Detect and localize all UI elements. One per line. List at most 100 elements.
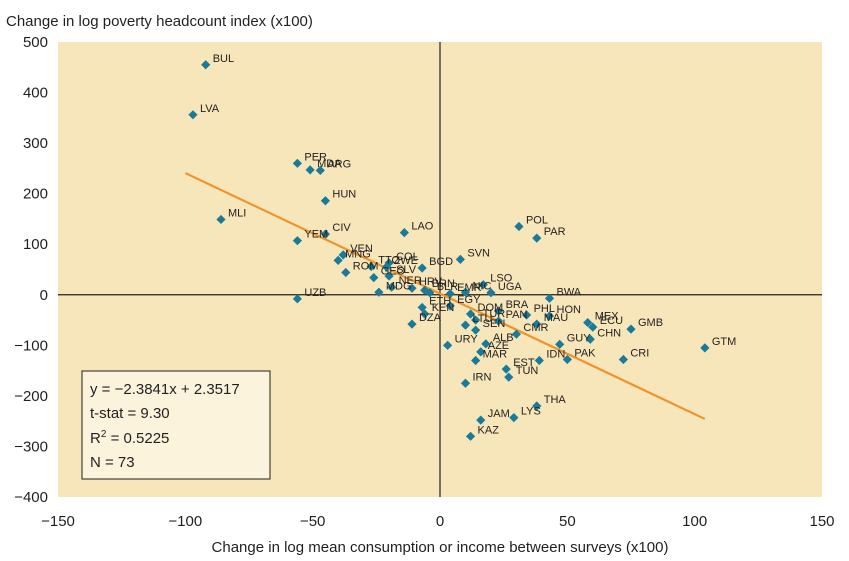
data-point [407,319,417,329]
point-label: BUL [213,53,234,65]
tick-labels-group: −150 −100 −50 0 50 100 150 500 400 300 200 100 0 −100… [14,34,834,530]
data-point [532,319,542,329]
data-point [292,236,302,246]
data-point [534,355,544,366]
data-point [384,271,394,281]
point-label: LYS [521,406,541,418]
point-label: DOM [478,302,504,314]
point-label: MAR [483,349,508,361]
point-label: MLI [228,207,246,219]
data-point [417,263,427,273]
point-label: GMB [638,317,663,329]
data-point [445,301,455,311]
data-point [381,262,392,272]
point-label: VEN [350,243,373,255]
data-point [341,267,351,278]
point-label: DZA [419,312,442,324]
data-point [384,258,394,268]
point-label: HRV [419,276,443,288]
data-point [443,340,453,350]
data-point [471,355,481,366]
point-label: GUY [567,332,592,344]
point-label: ARG [327,158,351,170]
data-point [493,316,504,326]
point-label: MEX [595,311,620,323]
point-label: MDA [317,158,342,170]
point-label: KAZ [478,424,500,436]
point-label: AZE [488,340,509,352]
point-label: CMR [523,322,548,334]
data-point [501,364,511,374]
x-tick-label: −150 [41,513,75,530]
point-label: LSO [490,273,512,285]
r-squared-value: = 0.5225 [106,430,169,447]
point-label: MDG [386,280,412,292]
data-point [292,158,302,168]
point-label: CIV [332,222,351,234]
point-label: SLV [396,264,417,276]
point-label: MNG [345,248,371,260]
data-point [305,165,315,175]
x-tick-label: 100 [682,513,707,530]
point-label: GTM [712,336,736,348]
point-label: LAO [411,221,433,233]
trend-line-group [184,172,706,420]
data-point [700,343,710,353]
point-label: ZWE [394,255,418,267]
data-point [486,288,496,298]
point-label: EMR [457,282,482,294]
point-label: EGY [457,294,481,306]
point-label: URY [455,333,479,345]
data-point [374,287,384,297]
point-label: CHN [597,327,621,339]
data-point [366,261,376,272]
data-point [476,415,486,425]
point-label: UZB [304,287,326,299]
r-squared: R2 = 0.5225 [90,429,169,447]
data-point [387,282,397,292]
point-label: ECU [600,315,623,327]
x-axis-title: Change in log mean consumption or income… [212,539,669,556]
data-point [481,339,491,349]
point-label: THA [544,394,567,406]
data-point [455,254,465,264]
y-tick-label: 400 [23,85,48,102]
data-point [420,309,430,319]
point-label: HON [557,304,582,316]
point-label: TTO [378,254,400,266]
point-label: CRI [630,347,649,359]
data-point [399,227,409,238]
point-label: MAU [544,312,569,324]
point-label: PAR [544,226,566,238]
trend-line [184,172,706,420]
data-point [320,229,330,239]
y-tick-label: 500 [23,34,48,51]
r-squared-prefix: R [90,430,101,447]
data-point [521,310,532,320]
regression-equation: y = −2.3841x + 2.3517 [90,381,240,398]
data-point [478,280,488,290]
y-axis-title: Change in log poverty headcount index (x… [6,13,313,30]
point-label: PHL [534,303,555,315]
y-tick-label: 200 [23,186,48,203]
data-point [544,311,555,321]
x-tick-label: −100 [168,513,202,530]
point-label: BWA [557,286,582,298]
y-tick-label: −400 [14,489,48,506]
y-tick-label: 100 [23,236,48,253]
point-label: PAN [506,309,528,321]
point-label: BLR [437,281,458,293]
data-point [320,196,330,206]
data-point [511,329,521,339]
y-tick-label: −200 [14,388,48,405]
y-tick-label: −300 [14,438,48,455]
x-tick-label: 0 [436,513,444,530]
y-tick-label: 0 [40,287,48,304]
point-label: PAK [574,347,596,359]
regression-stats-box: y = −2.3841x + 2.3517 t-stat = 9.30 R2 =… [81,370,271,480]
x-tick-label: 150 [809,513,834,530]
stats-box-frame [81,370,271,480]
point-label: TUN [516,365,539,377]
data-point [201,60,211,70]
point-label: LTU [472,313,492,325]
